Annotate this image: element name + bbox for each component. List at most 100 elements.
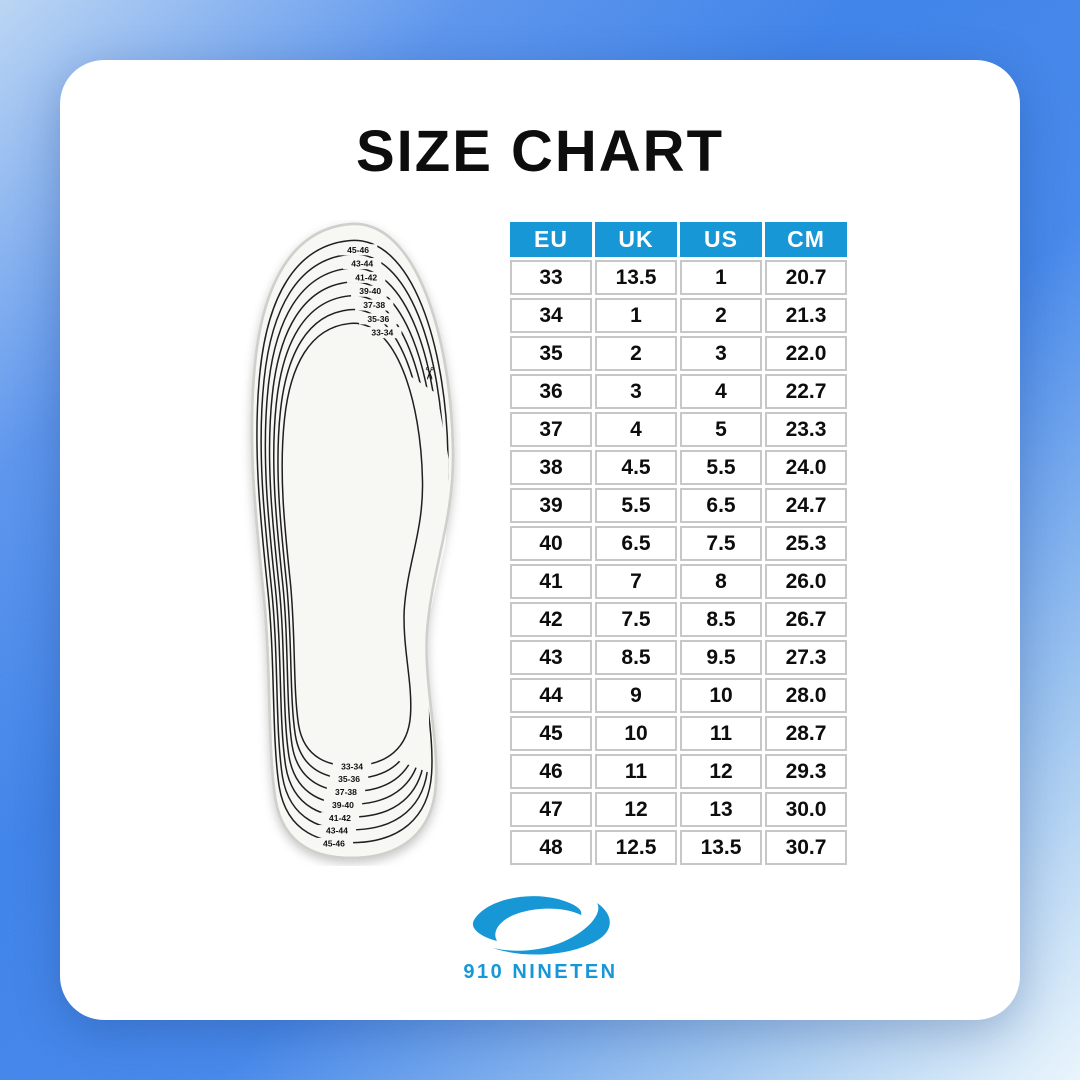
size-cell: 3 (680, 336, 762, 371)
size-cell: 5.5 (680, 450, 762, 485)
column-header-uk: UK (595, 222, 677, 257)
brand-name: 910 NINETEN (463, 961, 618, 983)
size-cell: 13.5 (680, 830, 762, 865)
table-row: 45 10 11 28.7 (510, 716, 847, 751)
size-cell: 12 (595, 792, 677, 827)
trim-size-label: 41-42 (329, 813, 351, 823)
trim-size-label: 39-40 (332, 800, 354, 810)
size-cell: 30.7 (765, 830, 847, 865)
size-cell: 45 (510, 716, 592, 751)
size-cell: 24.0 (765, 450, 847, 485)
size-cell: 26.7 (765, 602, 847, 637)
table-row: 47 12 13 30.0 (510, 792, 847, 827)
table-row: 46 11 12 29.3 (510, 754, 847, 789)
size-cell: 28.0 (765, 678, 847, 713)
size-cell: 43 (510, 640, 592, 675)
size-cell: 28.7 (765, 716, 847, 751)
scissors-icon: ✂ (420, 366, 440, 380)
size-cell: 9 (595, 678, 677, 713)
trim-size-label: 37-38 (363, 300, 385, 310)
table-row: 39 5.5 6.5 24.7 (510, 488, 847, 523)
size-cell: 38 (510, 450, 592, 485)
insole-edge (250, 222, 455, 860)
size-cell: 23.3 (765, 412, 847, 447)
table-row: 38 4.5 5.5 24.0 (510, 450, 847, 485)
table-row: 44 9 10 28.0 (510, 678, 847, 713)
trim-size-label: 39-40 (359, 286, 381, 296)
size-cell: 48 (510, 830, 592, 865)
size-cell: 9.5 (680, 640, 762, 675)
size-cell: 22.0 (765, 336, 847, 371)
size-cell: 26.0 (765, 564, 847, 599)
trim-size-label: 33-34 (341, 761, 363, 771)
trim-size-label: 41-42 (355, 272, 377, 282)
trim-size-label: 45-46 (347, 245, 369, 255)
size-cell: 10 (595, 716, 677, 751)
size-cell: 6.5 (595, 526, 677, 561)
size-cell: 13 (680, 792, 762, 827)
table-row: 40 6.5 7.5 25.3 (510, 526, 847, 561)
size-cell: 1 (595, 298, 677, 333)
size-cell: 25.3 (765, 526, 847, 561)
size-cell: 37 (510, 412, 592, 447)
size-cell: 11 (595, 754, 677, 789)
size-cell: 5 (680, 412, 762, 447)
size-cell: 11 (680, 716, 762, 751)
insole-illustration: 45-46 43-44 41-42 39-40 37-38 35-36 33-34 33-34… (229, 220, 461, 866)
size-cell: 4 (595, 412, 677, 447)
size-cell: 39 (510, 488, 592, 523)
size-cell: 8 (680, 564, 762, 599)
column-header-cm: CM (765, 222, 847, 257)
size-cell: 22.7 (765, 374, 847, 409)
size-cell: 13.5 (595, 260, 677, 295)
size-cell: 4.5 (595, 450, 677, 485)
size-cell: 30.0 (765, 792, 847, 827)
size-cell: 5.5 (595, 488, 677, 523)
trim-size-label: 37-38 (335, 787, 357, 797)
brand-logo: 910 NINETEN (463, 893, 618, 984)
trim-size-label: 35-36 (338, 774, 360, 784)
size-cell: 12.5 (595, 830, 677, 865)
size-cell: 1 (680, 260, 762, 295)
size-cell: 3 (595, 374, 677, 409)
size-cell: 10 (680, 678, 762, 713)
trim-size-label: 33-34 (371, 328, 393, 338)
size-cell: 4 (680, 374, 762, 409)
insole-svg: 45-46 43-44 41-42 39-40 37-38 35-36 33-34 33-34… (250, 222, 455, 860)
size-cell: 36 (510, 374, 592, 409)
size-cell: 24.7 (765, 488, 847, 523)
size-cell: 12 (680, 754, 762, 789)
size-cell: 7 (595, 564, 677, 599)
page-title: SIZE CHART (356, 119, 724, 184)
size-cell: 40 (510, 526, 592, 561)
size-cell: 7.5 (595, 602, 677, 637)
trim-size-label: 43-44 (326, 826, 348, 836)
size-cell: 33 (510, 260, 592, 295)
brand-swoosh-icon (472, 896, 610, 955)
size-cell: 20.7 (765, 260, 847, 295)
table-row: 35 2 3 22.0 (510, 336, 847, 371)
cut-gap (377, 356, 449, 773)
size-cell: 42 (510, 602, 592, 637)
table-row: 37 4 5 23.3 (510, 412, 847, 447)
column-header-us: US (680, 222, 762, 257)
trim-size-label: 45-46 (323, 838, 345, 848)
size-cell: 2 (680, 298, 762, 333)
size-cell: 8.5 (595, 640, 677, 675)
table-row: 34 1 2 21.3 (510, 298, 847, 333)
size-cell: 21.3 (765, 298, 847, 333)
table-row: 36 3 4 22.7 (510, 374, 847, 409)
trim-size-label: 35-36 (367, 314, 389, 324)
size-cell: 41 (510, 564, 592, 599)
table-row: 41 7 8 26.0 (510, 564, 847, 599)
table-row: 48 12.5 13.5 30.7 (510, 830, 847, 865)
size-cell: 7.5 (680, 526, 762, 561)
size-cell: 29.3 (765, 754, 847, 789)
table-row: 43 8.5 9.5 27.3 (510, 640, 847, 675)
size-cell: 8.5 (680, 602, 762, 637)
table-row: 42 7.5 8.5 26.7 (510, 602, 847, 637)
size-chart-table: EU UK US CM 33 13.5 1 20.7 34 1 2 21.3 35 2 3 22.0 36 3 4… (507, 219, 850, 868)
size-cell: 34 (510, 298, 592, 333)
size-cell: 2 (595, 336, 677, 371)
size-cell: 6.5 (680, 488, 762, 523)
